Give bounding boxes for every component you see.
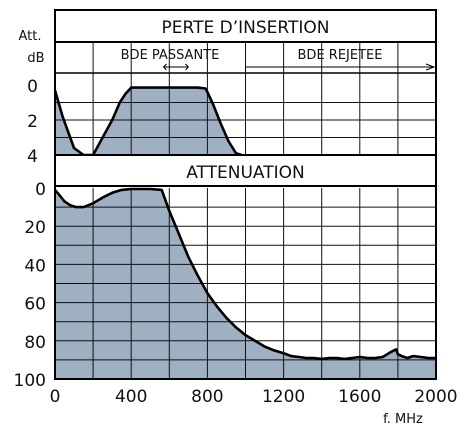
attenuation-title-band [56,156,435,185]
series-area-0 [55,87,242,155]
y-tick-label: 100 [14,371,46,391]
data-point [102,196,104,199]
y-tick-label: 0 [27,77,38,97]
data-point [298,356,300,358]
data-point [406,357,409,359]
data-point [149,188,151,190]
data-point [263,345,266,348]
data-point [290,355,292,357]
data-point [336,357,338,359]
data-point [420,356,422,358]
data-point [227,140,229,142]
data-point [235,326,237,329]
data-point [161,189,163,191]
data-point [351,357,353,359]
data-point [73,147,75,149]
frame-layer [54,9,437,380]
insertion-title-band [56,11,435,41]
data-point [159,87,161,89]
data-point [59,195,61,197]
data-point [313,357,315,359]
data-point [204,87,207,90]
passband-arrow-left [162,63,167,71]
y-tick-label: 4 [27,147,38,167]
data-point [254,340,256,342]
data-point [366,357,369,359]
data-point [111,119,113,121]
y-axis-label-db: dB [27,51,44,66]
data-point [401,355,403,357]
data-point [283,352,285,354]
data-point [374,357,376,359]
data-point [197,275,199,277]
x-tick-label: 1200 [262,387,305,407]
y-axis-label-att: Att. [19,29,42,44]
data-point [305,357,308,359]
insertion-title: PERTE D’INSERTION [162,18,330,38]
data-point [121,189,123,191]
data-point [235,152,237,154]
data-point [69,204,71,206]
x-tick-label: 0 [50,387,61,407]
y-tick-label: 40 [24,256,46,276]
data-point [359,356,361,358]
annotation-rejectband: BDE REJETEE [298,48,383,63]
data-point [389,351,391,353]
data-point [328,357,330,359]
x-tick-label: 1600 [338,387,381,407]
y-tick-label: 20 [24,218,46,238]
series-area-1 [55,189,436,379]
data-point [216,305,218,308]
data-point [220,122,222,125]
data-point [92,202,94,204]
data-point [412,355,414,357]
data-point [197,87,199,89]
data-point [427,357,429,359]
x-tick-label: 800 [191,387,223,407]
x-tick-label: 2000 [414,387,457,407]
data-point [119,101,121,104]
data-point [321,358,323,360]
data-point [82,206,85,208]
text-layer: PERTE D’INSERTION ATTENUATION Att. dB BDE PA… [14,18,458,427]
y-tick-label: 60 [24,295,46,315]
data-point [130,87,132,89]
data-point [206,91,208,93]
area-fill-layer [55,87,436,379]
data-point [140,188,142,190]
data-point [62,115,64,118]
x-tick-label: 400 [115,387,147,407]
data-point [206,292,208,294]
data-point [397,353,399,355]
data-point [187,256,189,258]
data-point [111,192,113,194]
data-point [212,103,214,105]
data-point [168,210,170,212]
annotation-passband: BDE PASSANTE [121,48,220,63]
data-point [75,206,77,208]
data-point [244,334,247,336]
attenuation-panel-frame [54,154,437,380]
data-point [273,349,275,351]
rejectband-arrow [425,63,436,71]
data-point [130,188,132,190]
x-axis-label: f. MHz [383,412,423,427]
data-point [100,140,102,142]
y-tick-label: 2 [27,112,38,132]
y-tick-label: 80 [24,333,46,353]
passband-arrow-right [185,63,190,71]
data-point [382,356,384,358]
data-point [225,317,228,319]
y-tick-label: 0 [35,180,46,200]
data-point [63,200,66,202]
data-point [178,233,180,235]
data-point [395,348,397,350]
data-point [124,93,127,95]
data-point [178,87,180,89]
attenuation-title: ATTENUATION [186,163,305,183]
data-point [343,358,346,360]
data-point [140,87,142,89]
